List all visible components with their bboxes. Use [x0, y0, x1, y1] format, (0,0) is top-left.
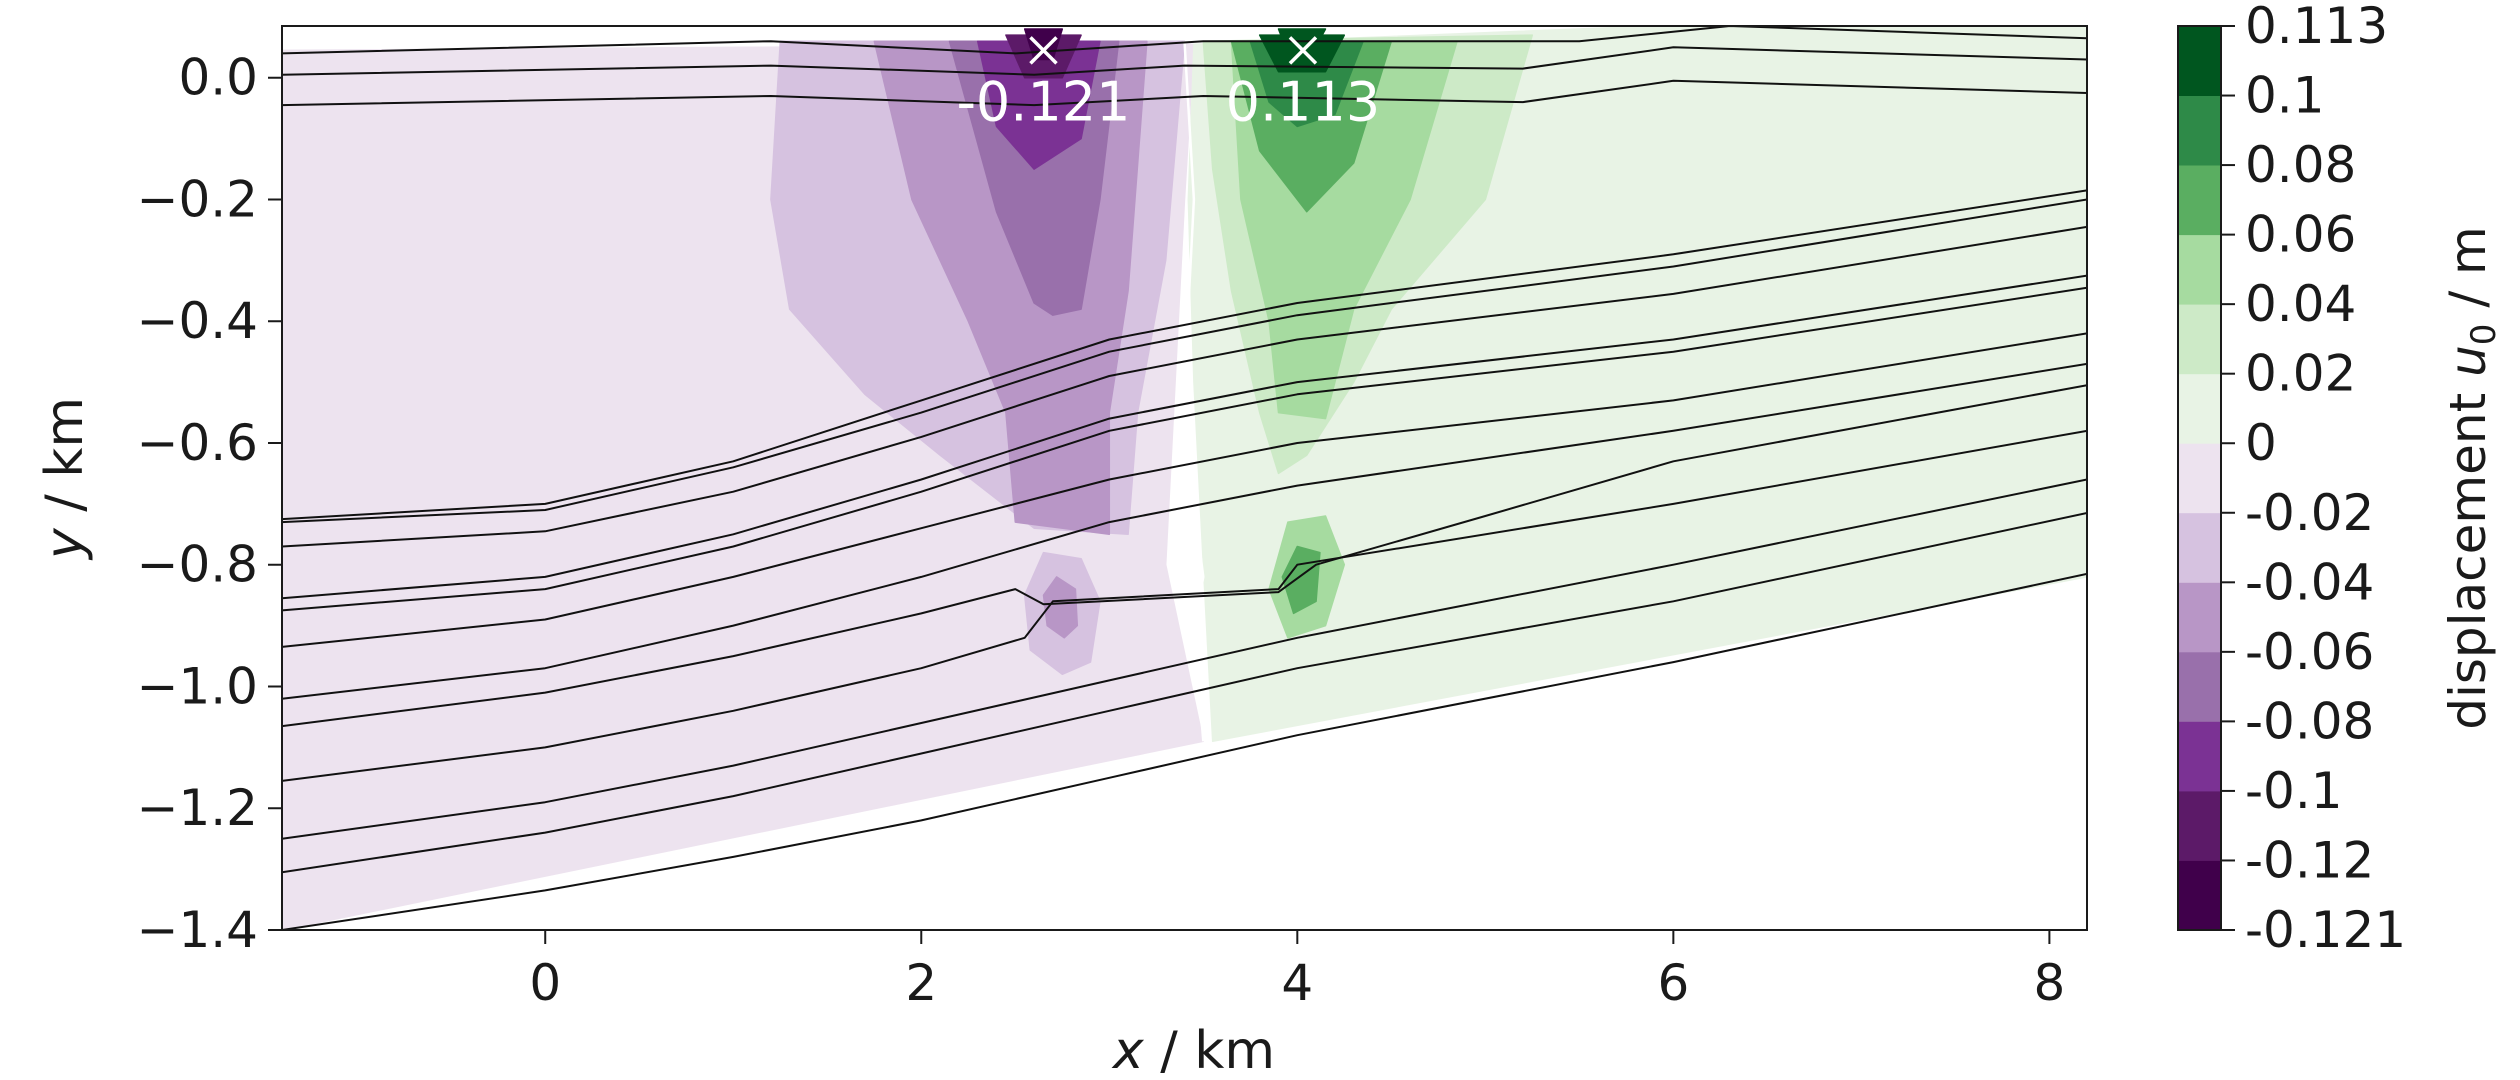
colorbar-tick-label: -0.02: [2245, 484, 2374, 542]
x-tick-label: 4: [1281, 954, 1313, 1012]
layer-line-12: [282, 478, 2087, 840]
y-axis-label: y / km: [35, 397, 95, 561]
layer-line-11: [282, 429, 2087, 782]
y-axis-variable: y: [35, 527, 95, 561]
plot-frame: [281, 25, 2088, 931]
layer-line-2: [282, 79, 2087, 107]
x-axis-label: x / km: [1111, 1021, 1275, 1080]
x-tick-label: 2: [905, 954, 937, 1012]
colorbar-label-variable: u: [2439, 345, 2497, 377]
colorbar-tick-label: 0.02: [2245, 345, 2356, 403]
colorbar-segment-10: [2178, 165, 2221, 236]
x-tick-label: 6: [1657, 954, 1689, 1012]
extrema-markers: -0.121 0.113: [956, 36, 1381, 133]
y-axis: 0.0 −0.2 −0.4 −0.6 −0.8 −1.0 −1.2 −1.4: [137, 49, 282, 959]
colorbar-tick-label: -0.1: [2245, 762, 2343, 820]
x-tick-label: 0: [529, 954, 561, 1012]
colorbar-tick-label: 0.06: [2245, 206, 2356, 264]
colorbar-tick-label: -0.12: [2245, 831, 2374, 889]
plot-area: -0.121 0.113: [281, 25, 2088, 931]
y-tick-label: −1.4: [137, 901, 258, 959]
layer-line-14: [282, 572, 2087, 930]
y-tick-label: −0.8: [137, 536, 258, 594]
colorbar-ticks: -0.121 -0.12 -0.1 -0.08 -0.06 -0.04 -0.02 0 0.02…: [2221, 0, 2406, 959]
x-tick-label: 8: [2033, 954, 2065, 1012]
colorbar-label-suffix: / m: [2439, 226, 2497, 323]
x-axis-variable: x: [1111, 1021, 1145, 1080]
extremum-label-0: -0.121: [956, 70, 1130, 133]
layer-line-5: [282, 225, 2087, 548]
layer-line-3: [282, 189, 2087, 521]
y-axis-unit: / km: [35, 397, 95, 528]
extremum-cross-b: [1029, 36, 1058, 65]
layer-line-1: [282, 46, 2087, 76]
y-tick-label: −0.4: [137, 292, 258, 350]
colorbar-label: displacement u0 / m: [2439, 226, 2504, 730]
colorbar-label-subscript: 0: [2464, 324, 2504, 346]
extremum-cross-b: [1288, 36, 1318, 65]
colorbar-tick-label: 0: [2245, 414, 2277, 472]
colorbar-tick-label: -0.121: [2245, 901, 2406, 959]
colorbar-tick-label: -0.08: [2245, 692, 2374, 750]
zero-contour: [1183, 41, 1205, 742]
x-axis: 0 2 4 6 8: [529, 930, 2065, 1012]
layer-line-7: [282, 286, 2087, 612]
colorbar-segment-8: [2178, 304, 2221, 375]
colorbar-segments: [2178, 26, 2221, 931]
colorbar-segment-11: [2178, 95, 2221, 166]
colorbar-tick-label: 0.113: [2245, 0, 2388, 55]
extremum-marker-0: [1029, 36, 1058, 65]
colorbar-segment-1: [2178, 790, 2221, 861]
colorbar-segment-2: [2178, 721, 2221, 792]
colorbar-segment-3: [2178, 651, 2221, 722]
colorbar-tick-label: -0.06: [2245, 623, 2374, 681]
colorbar-tick-label: -0.04: [2245, 553, 2374, 611]
y-tick-label: 0.0: [178, 49, 258, 107]
extremum-label-1: 0.113: [1226, 70, 1381, 133]
colorbar-label-prefix: displacement: [2439, 377, 2497, 730]
layer-line-9: [282, 362, 2087, 700]
colorbar-segment-6: [2178, 443, 2221, 514]
colorbar-segment-4: [2178, 582, 2221, 653]
contour-regions: [282, 26, 2087, 930]
colorbar-segment-7: [2178, 373, 2221, 444]
layer-line-0: [282, 26, 2087, 55]
colorbar-segment-9: [2178, 234, 2221, 305]
zero-contour-line: [1183, 41, 1205, 742]
extremum-marker-1: [1288, 36, 1318, 65]
colorbar: -0.121 -0.12 -0.1 -0.08 -0.06 -0.04 -0.02 0 0.02…: [2177, 0, 2406, 959]
colorbar-tick-label: 0.1: [2245, 67, 2325, 125]
colorbar-tick-label: 0.04: [2245, 275, 2356, 333]
y-tick-label: −0.2: [137, 170, 258, 228]
layer-boundary-lines: [282, 26, 2087, 930]
layer-line-13: [282, 512, 2087, 874]
colorbar-tick-label: 0.08: [2245, 136, 2356, 194]
y-tick-label: −1.2: [137, 779, 258, 837]
contour-region-9: [1042, 576, 1079, 639]
layer-line-10: [282, 384, 2087, 728]
colorbar-segment-5: [2178, 512, 2221, 583]
colorbar-segment-12: [2178, 26, 2221, 96]
layer-line-8: [282, 332, 2087, 648]
colorbar-frame: [2177, 25, 2222, 931]
y-tick-label: −0.6: [137, 414, 258, 472]
layer-line-6: [282, 274, 2087, 600]
y-tick-label: −1.0: [137, 657, 258, 715]
x-axis-unit: / km: [1144, 1021, 1275, 1080]
layer-line-4: [282, 198, 2087, 524]
colorbar-segment-0: [2178, 860, 2221, 931]
